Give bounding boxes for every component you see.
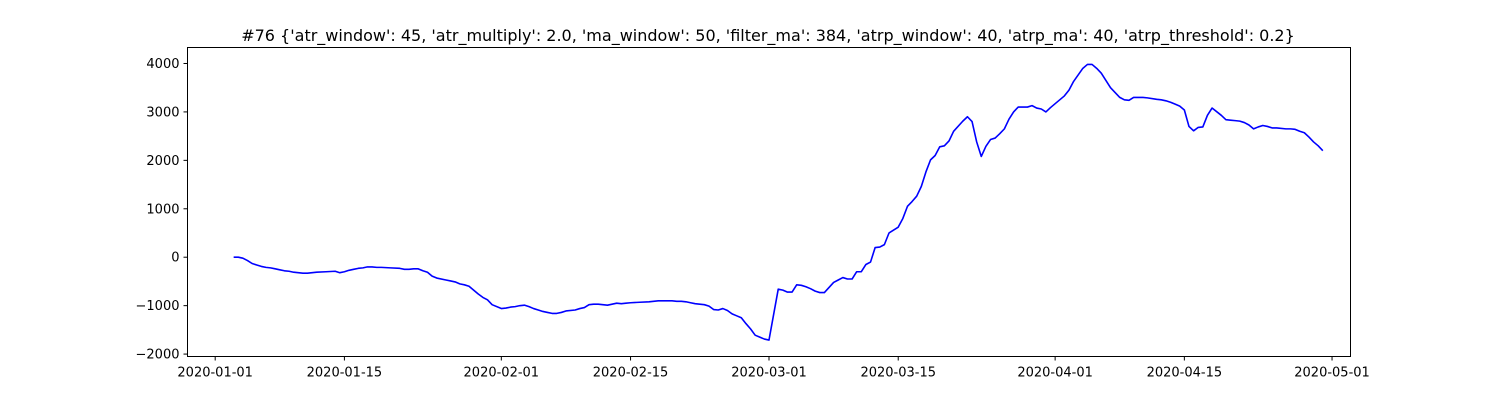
x-tick-label: 2020-01-01 bbox=[177, 366, 253, 381]
chart-title: #76 {'atr_window': 45, 'atr_multiply': 2… bbox=[241, 26, 1295, 46]
series-line bbox=[233, 63, 1324, 341]
x-tick-label: 2020-01-15 bbox=[307, 366, 383, 381]
x-tick-label: 2020-05-01 bbox=[1294, 366, 1370, 381]
plot-series bbox=[233, 63, 1324, 341]
x-tick-label: 2020-03-01 bbox=[731, 366, 807, 381]
y-tick-label: −2000 bbox=[136, 348, 180, 363]
y-tick-label: 1000 bbox=[146, 202, 179, 217]
x-tick-label: 2020-04-15 bbox=[1147, 366, 1223, 381]
x-tick-label: 2020-02-01 bbox=[464, 366, 540, 381]
y-axis: −2000 −1000 0 1000 2000 3000 4000 bbox=[136, 57, 188, 363]
x-tick-label: 2020-04-01 bbox=[1017, 366, 1093, 381]
plot-area-frame bbox=[187, 47, 1351, 357]
x-tick-label: 2020-03-15 bbox=[860, 366, 936, 381]
y-tick-label: −1000 bbox=[136, 299, 180, 314]
x-axis: 2020-01-01 2020-01-15 2020-02-01 2020-02-15… bbox=[177, 356, 1370, 381]
x-tick-label: 2020-02-15 bbox=[593, 366, 669, 381]
y-tick-label: 2000 bbox=[146, 154, 179, 169]
y-tick-label: 3000 bbox=[146, 105, 179, 120]
y-tick-label: 0 bbox=[171, 251, 179, 266]
y-tick-label: 4000 bbox=[146, 57, 179, 72]
